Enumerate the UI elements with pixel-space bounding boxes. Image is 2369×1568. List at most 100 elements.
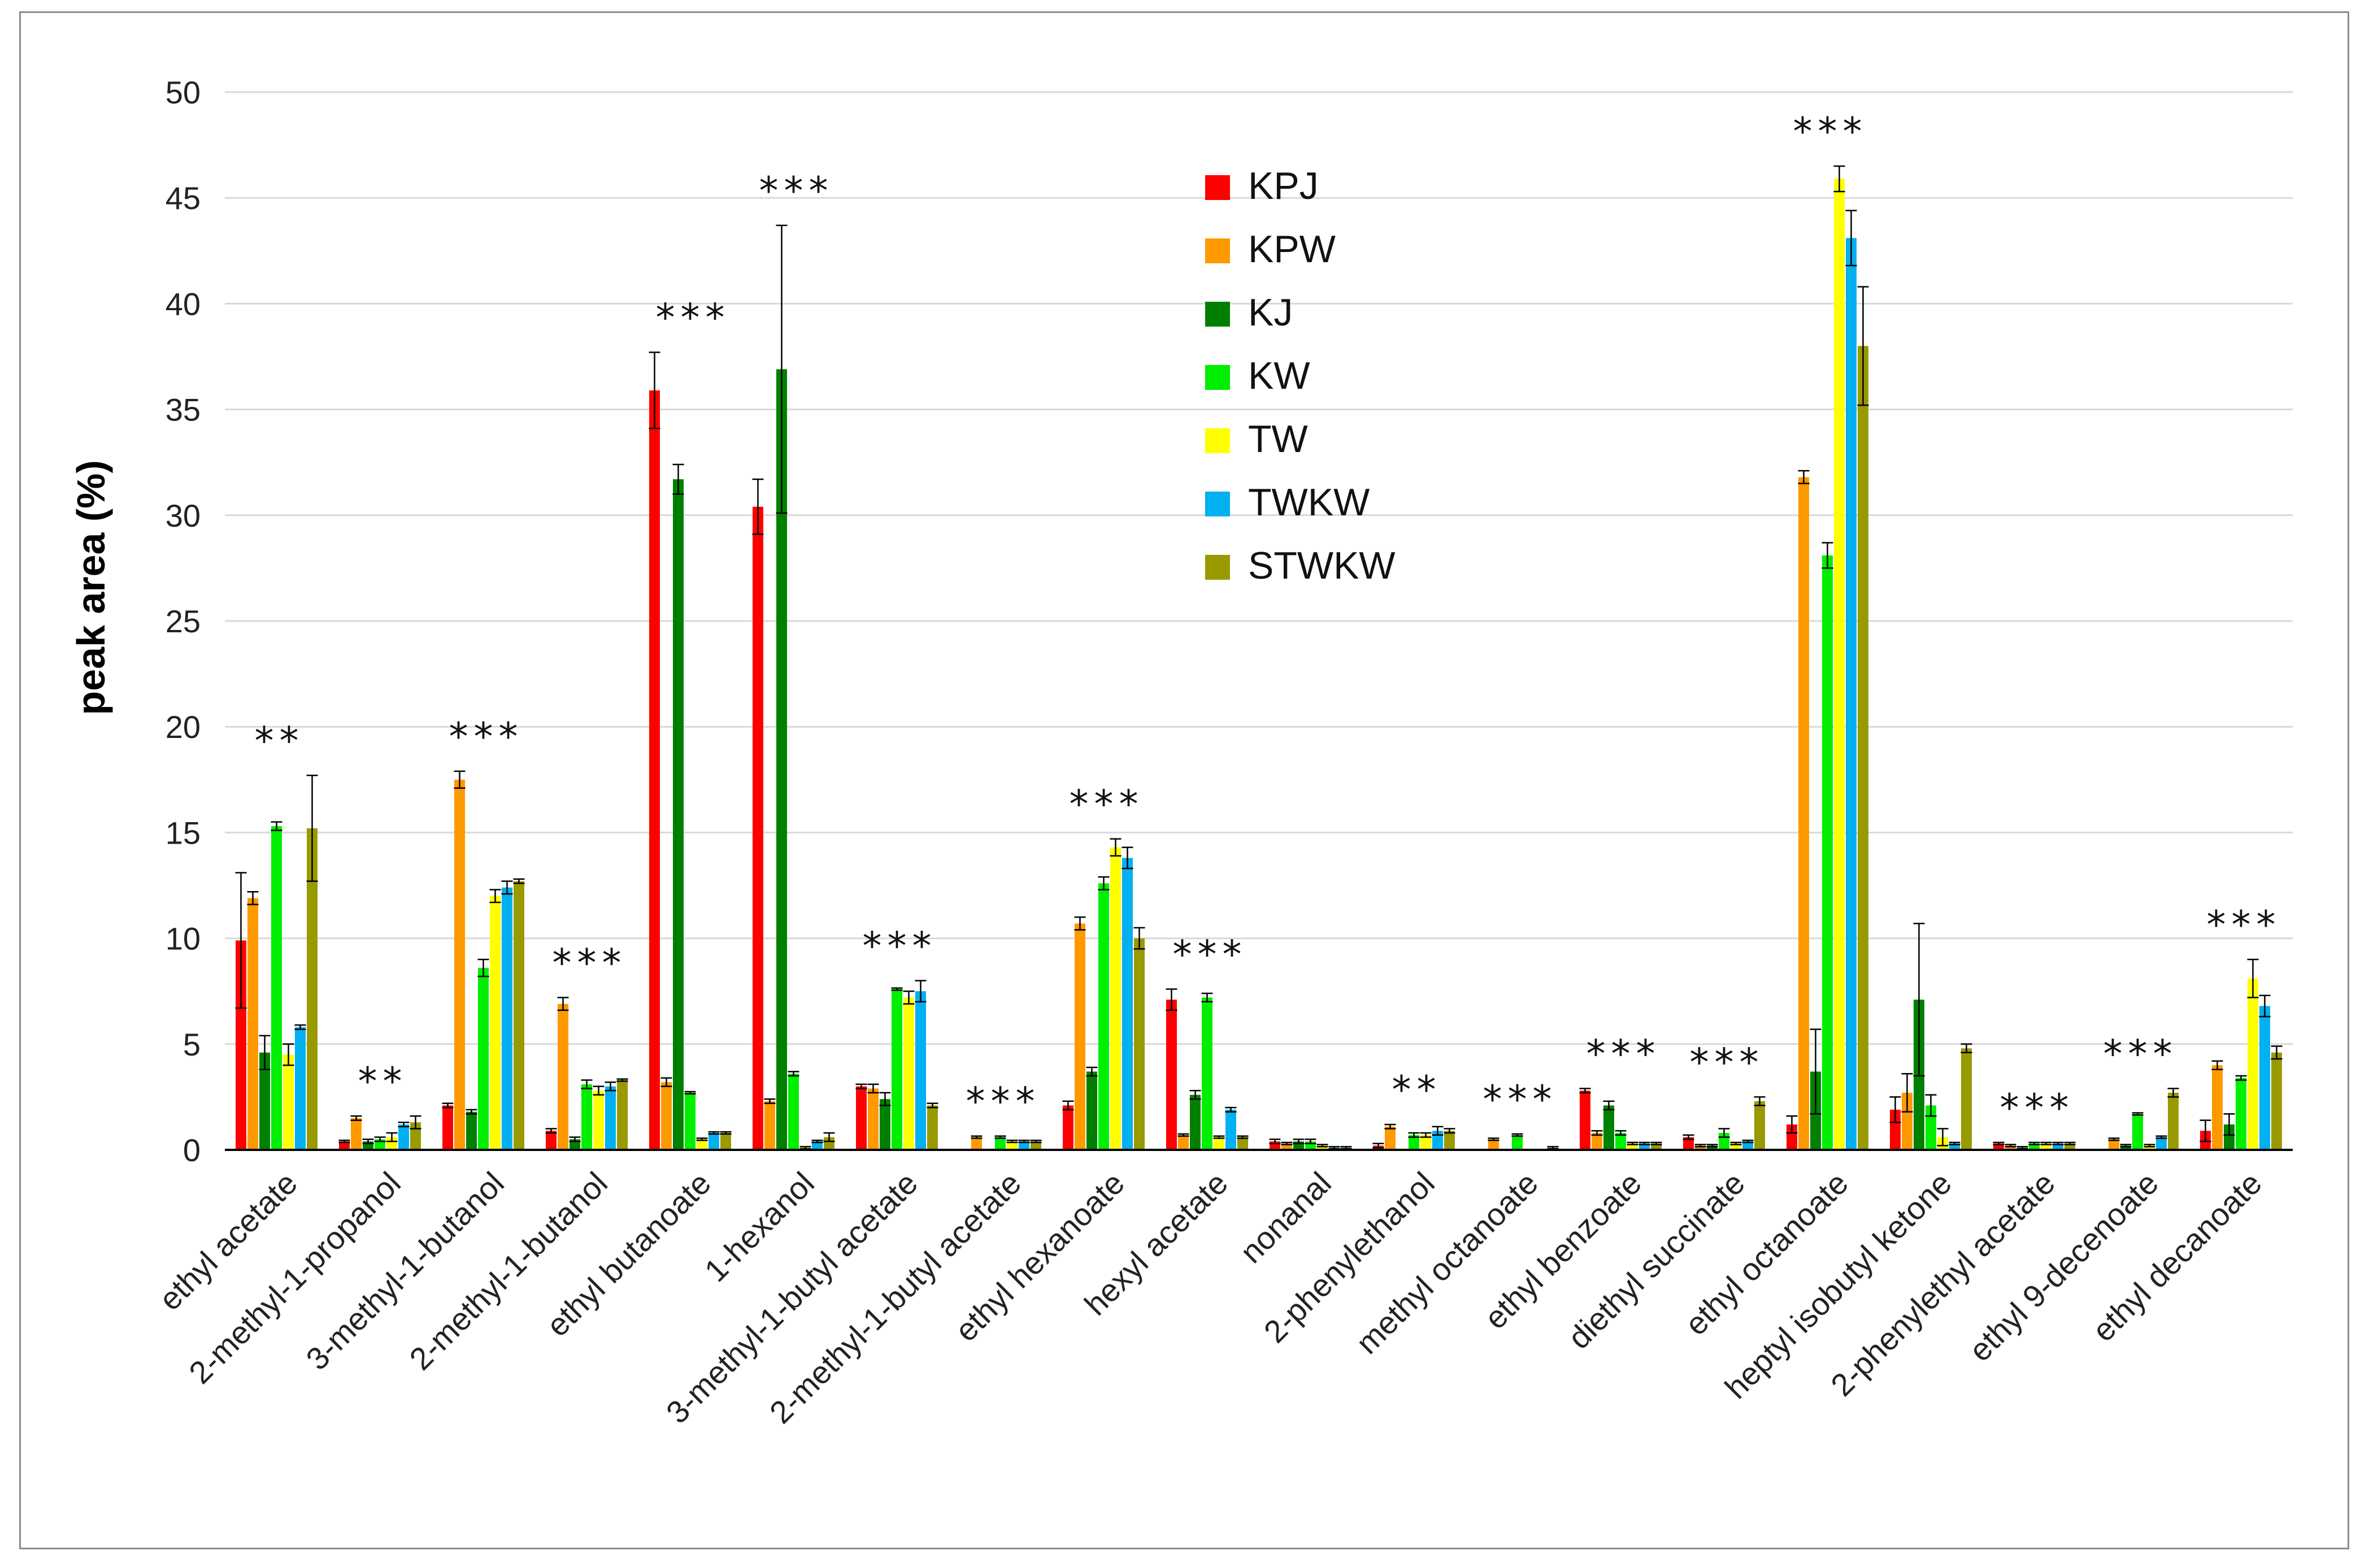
bar bbox=[1385, 1126, 1396, 1150]
bar bbox=[1580, 1091, 1590, 1150]
y-tick-label: 35 bbox=[166, 392, 201, 428]
legend-swatch bbox=[1205, 175, 1230, 200]
bar bbox=[1098, 883, 1109, 1150]
bar bbox=[466, 1111, 477, 1150]
bar bbox=[2120, 1145, 2131, 1150]
category-label: methyl octanoate bbox=[1349, 1165, 1545, 1361]
significance-marker: *** bbox=[863, 924, 937, 968]
bar bbox=[915, 991, 926, 1150]
bar bbox=[1214, 1137, 1224, 1150]
bar bbox=[1178, 1135, 1189, 1150]
bar bbox=[1695, 1145, 1706, 1150]
bar bbox=[2259, 1006, 2270, 1150]
bar bbox=[2132, 1114, 2143, 1150]
bar bbox=[1202, 997, 1212, 1150]
significance-marker: *** bbox=[2000, 1086, 2075, 1131]
y-tick-label: 20 bbox=[166, 709, 201, 745]
bar bbox=[2224, 1124, 2235, 1150]
bar bbox=[2005, 1145, 2016, 1150]
bar bbox=[661, 1082, 672, 1150]
significance-marker: *** bbox=[656, 296, 731, 341]
bar bbox=[1075, 923, 1085, 1150]
bar bbox=[2053, 1143, 2063, 1150]
bar bbox=[971, 1137, 982, 1150]
bar bbox=[720, 1133, 731, 1150]
bar bbox=[1409, 1135, 1419, 1150]
significance-marker: *** bbox=[1173, 932, 1247, 977]
bar bbox=[2212, 1065, 2223, 1150]
bar bbox=[764, 1101, 775, 1150]
category-label: ethyl 9-decenoate bbox=[1962, 1165, 2165, 1368]
category-label: diethyl succinate bbox=[1561, 1165, 1751, 1356]
bar bbox=[1639, 1143, 1650, 1150]
significance-marker: *** bbox=[2103, 1032, 2178, 1076]
bar bbox=[546, 1131, 557, 1150]
legend-label: TW bbox=[1248, 418, 1308, 461]
bar bbox=[1225, 1109, 1236, 1150]
significance-marker: *** bbox=[553, 941, 627, 985]
bar bbox=[295, 1027, 306, 1150]
bar bbox=[339, 1141, 350, 1150]
bar bbox=[824, 1137, 834, 1150]
bar bbox=[2168, 1092, 2179, 1150]
significance-marker: ** bbox=[1392, 1068, 1442, 1113]
y-tick-label: 25 bbox=[166, 603, 201, 639]
bar bbox=[776, 369, 787, 1150]
legend-swatch bbox=[1205, 492, 1230, 516]
bar bbox=[1031, 1141, 1041, 1150]
bar bbox=[1134, 938, 1145, 1150]
bar bbox=[271, 826, 282, 1150]
bar bbox=[1890, 1109, 1901, 1150]
legend-label: STWKW bbox=[1248, 544, 1396, 587]
bar bbox=[502, 887, 512, 1150]
bar bbox=[386, 1137, 397, 1150]
significance-marker: *** bbox=[2207, 903, 2281, 948]
bar bbox=[247, 898, 258, 1150]
bar bbox=[1731, 1143, 1741, 1150]
bar bbox=[673, 479, 684, 1150]
bar bbox=[1798, 477, 1809, 1150]
chart-frame bbox=[19, 11, 2349, 1549]
bar bbox=[478, 968, 489, 1150]
bar bbox=[2156, 1137, 2167, 1150]
y-tick-label: 50 bbox=[166, 75, 201, 110]
bar bbox=[1444, 1131, 1455, 1150]
legend-swatch bbox=[1205, 428, 1230, 453]
bar bbox=[685, 1092, 696, 1150]
y-axis-ticks: 0 5 10 15 20 25 30 35 40 45 50 bbox=[166, 75, 201, 1168]
bar bbox=[868, 1088, 879, 1150]
legend: KPJ KPW KJ KW TW TWKW STWKW bbox=[1205, 164, 1396, 587]
bar bbox=[1281, 1143, 1292, 1150]
bar bbox=[649, 390, 660, 1150]
bar bbox=[1592, 1133, 1602, 1150]
bar bbox=[1993, 1143, 2004, 1150]
bar bbox=[856, 1086, 867, 1150]
bar bbox=[1858, 346, 1868, 1150]
bar bbox=[2236, 1078, 2246, 1150]
bar bbox=[581, 1084, 592, 1150]
bar bbox=[1237, 1137, 1248, 1150]
bar bbox=[514, 881, 524, 1150]
bar bbox=[697, 1139, 707, 1150]
bar bbox=[927, 1105, 938, 1150]
bar bbox=[617, 1080, 628, 1150]
bar bbox=[1949, 1143, 1960, 1150]
significance-marker: *** bbox=[1483, 1078, 1558, 1122]
legend-label: KW bbox=[1248, 354, 1310, 397]
bar bbox=[490, 896, 501, 1150]
bar bbox=[1707, 1145, 1718, 1150]
significance-marker: *** bbox=[966, 1080, 1041, 1124]
bar bbox=[812, 1141, 823, 1150]
significance-markers: ****************************** ****** ****… bbox=[255, 110, 2281, 1131]
bar bbox=[1603, 1105, 1614, 1150]
bar bbox=[605, 1086, 616, 1150]
bar bbox=[1742, 1141, 1753, 1150]
significance-marker: ** bbox=[358, 1059, 408, 1104]
gridlines bbox=[225, 91, 2293, 1045]
significance-marker: *** bbox=[759, 169, 834, 214]
significance-marker: *** bbox=[449, 715, 524, 759]
y-tick-label: 10 bbox=[166, 921, 201, 957]
y-tick-label: 40 bbox=[166, 286, 201, 322]
bar bbox=[2109, 1139, 2119, 1150]
